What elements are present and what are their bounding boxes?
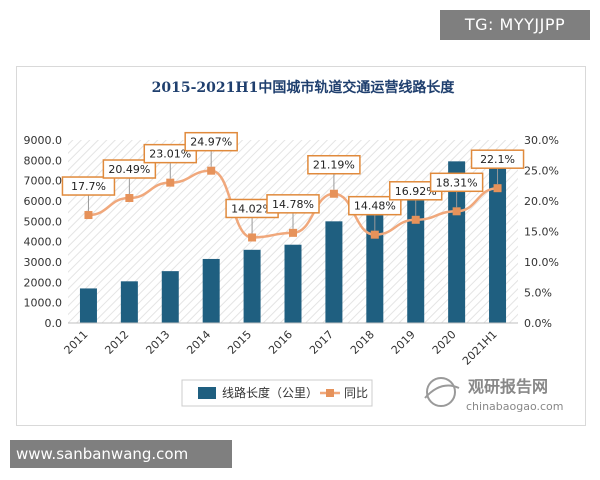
x-tick-label: 2018 [348,328,377,357]
site-url-banner: www.sanbanwang.com [10,440,232,468]
yoy-label-text: 24.97% [190,136,232,149]
bar [448,161,466,323]
x-tick-label: 2012 [102,328,131,357]
watermark-label: TG: MYYJJPP [440,10,590,40]
bar [120,281,138,323]
y-left-tick-label: 4000.0 [24,236,63,249]
yoy-label-box [429,172,484,193]
x-tick-label: 2013 [143,328,172,357]
yoy-marker [411,215,420,224]
yoy-marker [84,211,93,220]
yoy-label-text: 14.02% [231,202,273,215]
y-left-tick-label: 1000.0 [24,297,63,310]
yoy-label-box [266,194,320,214]
y-right-tick-label: 0.0% [524,317,552,330]
yoy-marker [248,233,257,242]
x-tick-label: 2020 [430,328,459,357]
bar [325,221,343,323]
y-left-tick-label: 8000.0 [24,154,63,167]
y-right-tick-label: 20.0% [524,195,559,208]
y-left-tick-label: 3000.0 [24,256,63,269]
x-tick-label: 2011 [62,328,91,357]
yoy-label-text: 14.48% [354,200,396,213]
yoy-label-text: 17.7% [71,180,106,193]
yoy-label-box [184,131,238,152]
bar [161,271,179,323]
yoy-marker [166,178,175,187]
yoy-marker [289,228,297,237]
legend-swatch-bar [198,387,216,399]
yoy-label-text: 14.78% [272,198,314,211]
y-left-tick-label: 6000.0 [24,195,63,208]
x-tick-label: 2019 [389,328,418,357]
x-tick-label: 2014 [184,328,213,357]
yoy-label-text: 22.1% [480,153,515,166]
yoy-marker [493,184,502,193]
brand-name-cn: 观研报告网 [468,377,548,396]
globe-swoosh [424,384,460,399]
yoy-marker [452,207,461,216]
legend-label-line: 同比 [344,386,368,400]
y-right-tick-label: 10.0% [524,256,559,269]
yoy-label-box [470,149,525,169]
y-right-tick-label: 25.0% [524,165,559,178]
bar [366,215,384,323]
yoy-marker [207,166,216,175]
yoy-label-text: 16.92% [395,185,437,198]
yoy-label-box [307,154,361,175]
yoy-marker [370,230,379,239]
y-left-tick-label: 7000.0 [24,175,63,188]
x-tick-label: 2017 [307,328,336,357]
y-left-tick-label: 9000.0 [24,134,63,147]
y-right-tick-label: 5.0% [524,287,552,300]
yoy-label-text: 23.01% [149,148,191,161]
x-tick-label: 2021H1 [460,328,500,368]
y-left-tick-label: 5000.0 [24,215,63,228]
yoy-label-box [102,159,157,179]
yoy-label-text: 18.31% [436,176,478,189]
legend-swatch-marker [326,389,334,397]
bar [243,249,261,323]
globe-icon [426,377,456,407]
yoy-label-box [348,195,402,216]
brand-name-en: chinabaogao.com [466,400,564,413]
bar [284,244,302,323]
x-tick-label: 2016 [266,328,295,357]
legend-label-bar: 线路长度（公里） [222,385,318,400]
yoy-label-box [61,176,116,196]
bar [79,288,97,323]
chart-title: 2015-2021H1中国城市轨道交通运营线路长度 [152,79,456,96]
bar [202,258,220,323]
yoy-marker [125,194,134,203]
yoy-marker [329,189,338,198]
yoy-label-text: 20.49% [108,163,150,176]
x-tick-label: 2015 [225,328,254,357]
y-right-tick-label: 30.0% [524,134,559,147]
bar [489,152,507,323]
yoy-label-text: 21.19% [313,159,355,172]
y-right-tick-label: 15.0% [524,226,559,239]
brand-logo: 观研报告网 chinabaogao.com [424,377,564,413]
y-left-tick-label: 2000.0 [24,276,63,289]
yoy-label-box [143,143,198,164]
y-left-tick-label: 0.0 [45,317,63,330]
